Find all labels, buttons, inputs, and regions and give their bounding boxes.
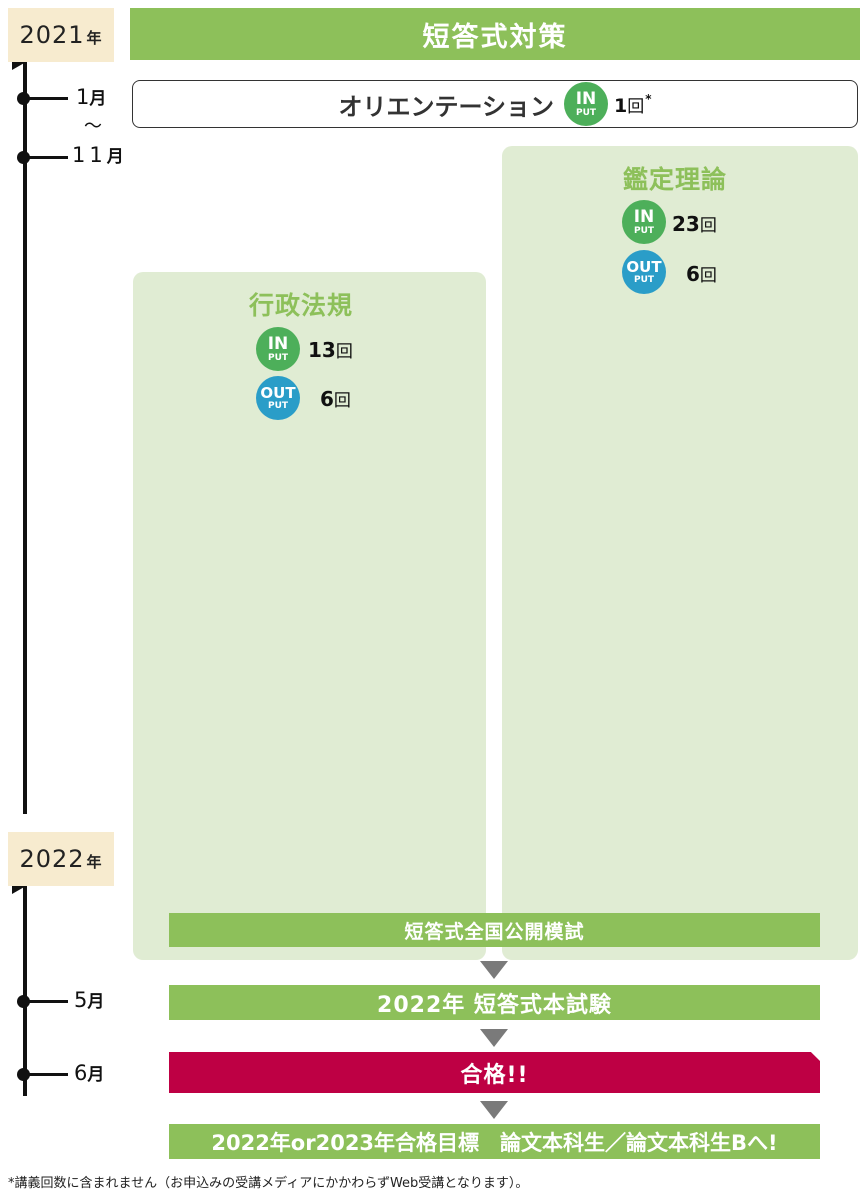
year-label-2021: 2021 年 — [8, 8, 114, 62]
pass-bar: 合格!! — [169, 1052, 820, 1093]
tick-may — [17, 995, 68, 1008]
year-label-2022: 2022 年 — [8, 832, 114, 886]
timeline-2021-line — [23, 62, 27, 814]
kantei-output-badge-small: PUT — [633, 274, 655, 285]
month-jan-number: 1 — [76, 85, 90, 109]
tick-nov — [17, 151, 68, 164]
subject-title-kantei: 鑑定理論 — [623, 165, 728, 194]
month-jan-suffix: 月 — [89, 89, 107, 109]
gyosei-input-badge-icon: IN PUT — [256, 327, 300, 371]
gyosei-input-count-unit: 回 — [335, 342, 353, 362]
kantei-input-badge-small: PUT — [633, 225, 655, 236]
tick-jun — [17, 1068, 68, 1081]
kantei-input-count-number: 23 — [672, 212, 700, 236]
month-jun: 6月 — [74, 1060, 104, 1085]
gyosei-input-badge-big: IN — [267, 333, 289, 354]
timeline-2022-notch — [12, 886, 26, 894]
month-nov: 11月 — [72, 142, 124, 167]
month-jun-suffix: 月 — [87, 1065, 105, 1085]
kantei-output-badge-big: OUT — [626, 257, 662, 276]
year-2022-text: 2022 — [19, 845, 85, 873]
gyosei-output-count: 6回 — [320, 386, 351, 411]
subject-panel-gyosei — [133, 272, 486, 960]
kantei-output-count-number: 6 — [686, 262, 700, 286]
gyosei-output-count-number: 6 — [320, 387, 334, 411]
subject-title-gyosei: 行政法規 — [249, 291, 354, 320]
kantei-input-count: 23回 — [672, 211, 717, 236]
year-2021-suffix: 年 — [86, 28, 103, 47]
gyosei-input-badge-small: PUT — [267, 352, 289, 363]
month-range-tilde: ～ — [84, 116, 102, 137]
arrow-down-icon — [480, 1029, 508, 1047]
gyosei-output-badge-big: OUT — [260, 383, 296, 402]
mock-exam-bar: 短答式全国公開模試 — [169, 913, 820, 947]
exam-bar: 2022年 短答式本試験 — [169, 985, 820, 1020]
month-nov-suffix: 月 — [106, 147, 124, 167]
month-may: 5月 — [74, 987, 104, 1012]
month-may-number: 5 — [74, 988, 88, 1012]
month-jan: 1月 — [76, 84, 106, 109]
orientation-note-mark: * — [645, 91, 652, 106]
tick-jan — [17, 92, 68, 105]
kantei-input-count-unit: 回 — [699, 216, 717, 236]
arrow-down-icon — [480, 1101, 508, 1119]
subject-panel-kantei — [502, 146, 858, 960]
footnote: *講義回数に含まれません（お申込みの受講メディアにかかわらずWeb受講となります… — [8, 1176, 529, 1191]
kantei-input-badge-icon: IN PUT — [622, 200, 666, 244]
month-jun-number: 6 — [74, 1061, 88, 1085]
gyosei-input-count-number: 13 — [308, 338, 336, 362]
kantei-output-count: 6回 — [686, 261, 717, 286]
year-2021-text: 2021 — [19, 21, 85, 49]
year-2022-suffix: 年 — [86, 852, 103, 871]
timeline-2022-line — [23, 886, 27, 1096]
orientation-count-unit: 回 — [627, 96, 645, 117]
section-title-bar: 短答式対策 — [130, 8, 860, 60]
month-may-suffix: 月 — [87, 992, 105, 1012]
orientation-count: 1回* — [614, 92, 652, 117]
month-nov-number: 11 — [72, 143, 107, 167]
kantei-output-count-unit: 回 — [699, 266, 717, 286]
arrow-down-icon — [480, 961, 508, 979]
next-course-bar: 2022年or2023年合格目標 論文本科生／論文本科生Bへ! — [169, 1124, 820, 1159]
orientation-box: オリエンテーション IN PUT 1回* — [132, 80, 858, 128]
orientation-count-number: 1 — [614, 94, 628, 117]
input-badge-big: IN — [575, 88, 597, 109]
gyosei-output-badge-small: PUT — [267, 400, 289, 411]
timeline-2021-notch — [12, 62, 26, 70]
gyosei-output-count-unit: 回 — [333, 391, 351, 411]
gyosei-output-badge-icon: OUT PUT — [256, 376, 300, 420]
input-badge-icon: IN PUT — [564, 82, 608, 126]
kantei-input-badge-big: IN — [633, 206, 655, 227]
orientation-label: オリエンテーション — [338, 92, 554, 121]
input-badge-small: PUT — [575, 107, 597, 118]
kantei-output-badge-icon: OUT PUT — [622, 250, 666, 294]
gyosei-input-count: 13回 — [308, 337, 353, 362]
